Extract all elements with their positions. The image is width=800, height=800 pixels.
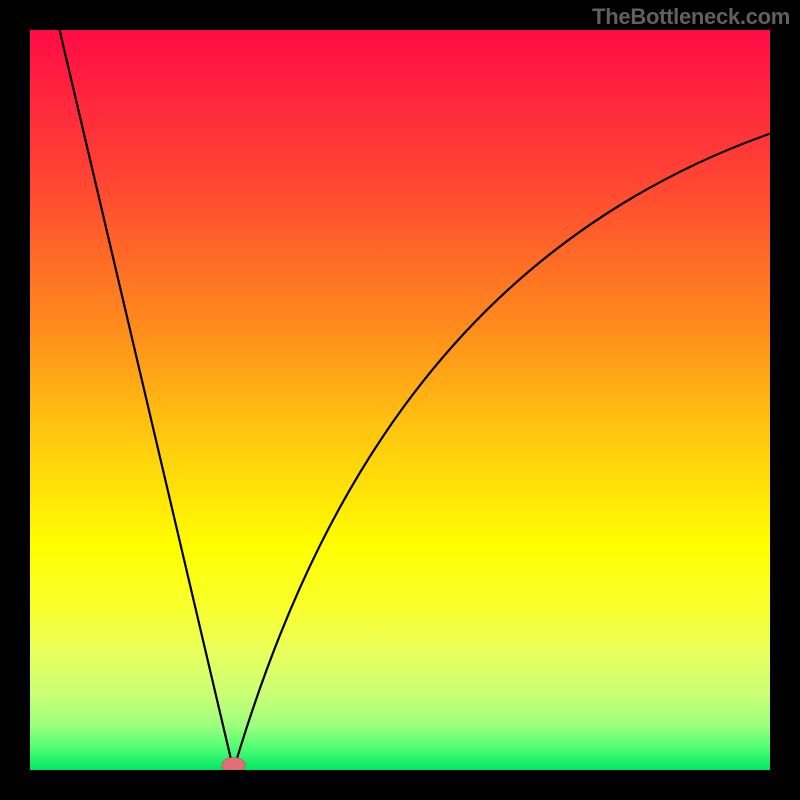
chart-background <box>30 30 770 770</box>
attribution-text: TheBottleneck.com <box>592 4 790 30</box>
optimum-marker <box>222 757 246 770</box>
chart-svg <box>30 30 770 770</box>
chart-frame: TheBottleneck.com <box>0 0 800 800</box>
bottleneck-chart <box>30 30 770 770</box>
